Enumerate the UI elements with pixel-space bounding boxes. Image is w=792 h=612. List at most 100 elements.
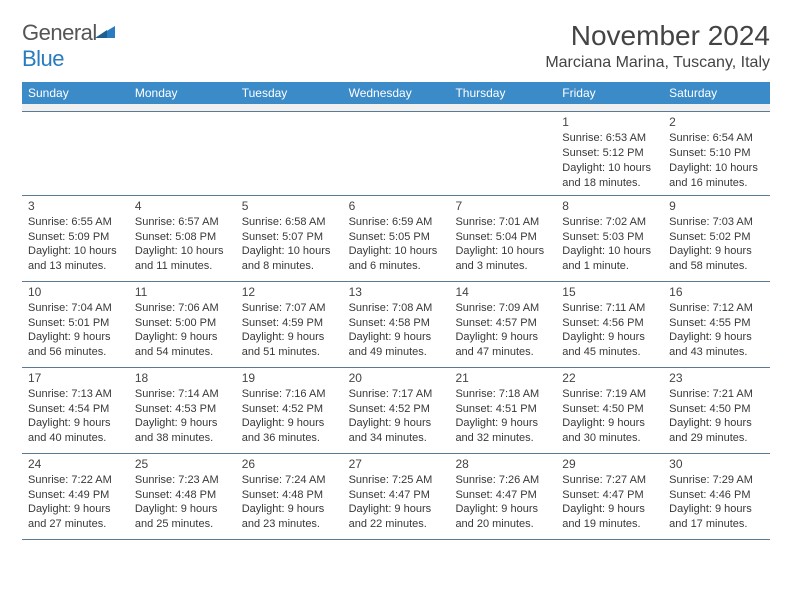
day-number: 13 xyxy=(349,284,444,300)
day-sunrise: Sunrise: 7:23 AM xyxy=(135,473,230,488)
day-sunset: Sunset: 5:03 PM xyxy=(562,230,657,245)
day-day1: Daylight: 10 hours xyxy=(562,244,657,259)
day-sunset: Sunset: 4:46 PM xyxy=(669,488,764,503)
day-sunrise: Sunrise: 7:25 AM xyxy=(349,473,444,488)
day-number: 7 xyxy=(455,198,550,214)
day-day2: and 13 minutes. xyxy=(28,259,123,274)
title-block: November 2024 Marciana Marina, Tuscany, … xyxy=(545,20,770,72)
day-sunset: Sunset: 4:52 PM xyxy=(349,402,444,417)
day-day1: Daylight: 10 hours xyxy=(135,244,230,259)
location-text: Marciana Marina, Tuscany, Italy xyxy=(545,54,770,72)
day-sunset: Sunset: 4:49 PM xyxy=(28,488,123,503)
day-sunset: Sunset: 5:02 PM xyxy=(669,230,764,245)
day-day1: Daylight: 9 hours xyxy=(28,330,123,345)
day-sunset: Sunset: 4:48 PM xyxy=(135,488,230,503)
day-day1: Daylight: 10 hours xyxy=(562,161,657,176)
day-day1: Daylight: 9 hours xyxy=(455,330,550,345)
calendar: SundayMondayTuesdayWednesdayThursdayFrid… xyxy=(22,82,770,540)
day-sunrise: Sunrise: 7:07 AM xyxy=(242,301,337,316)
day-number: 27 xyxy=(349,456,444,472)
day-sunrise: Sunrise: 6:53 AM xyxy=(562,131,657,146)
day-sunrise: Sunrise: 6:58 AM xyxy=(242,215,337,230)
day-day2: and 43 minutes. xyxy=(669,345,764,360)
day-sunrise: Sunrise: 7:17 AM xyxy=(349,387,444,402)
day-number: 26 xyxy=(242,456,337,472)
day-day2: and 29 minutes. xyxy=(669,431,764,446)
day-number: 5 xyxy=(242,198,337,214)
day-day2: and 11 minutes. xyxy=(135,259,230,274)
day-sunrise: Sunrise: 7:16 AM xyxy=(242,387,337,402)
day-number: 19 xyxy=(242,370,337,386)
day-day2: and 23 minutes. xyxy=(242,517,337,532)
day-cell: 24Sunrise: 7:22 AMSunset: 4:49 PMDayligh… xyxy=(22,454,129,539)
day-cell: 19Sunrise: 7:16 AMSunset: 4:52 PMDayligh… xyxy=(236,368,343,453)
day-cell: 1Sunrise: 6:53 AMSunset: 5:12 PMDaylight… xyxy=(556,112,663,195)
day-sunset: Sunset: 4:47 PM xyxy=(562,488,657,503)
day-sunset: Sunset: 5:07 PM xyxy=(242,230,337,245)
day-cell: 10Sunrise: 7:04 AMSunset: 5:01 PMDayligh… xyxy=(22,282,129,367)
day-day1: Daylight: 9 hours xyxy=(135,330,230,345)
weeks-container: 1Sunrise: 6:53 AMSunset: 5:12 PMDaylight… xyxy=(22,112,770,540)
day-day1: Daylight: 9 hours xyxy=(669,502,764,517)
day-cell: 15Sunrise: 7:11 AMSunset: 4:56 PMDayligh… xyxy=(556,282,663,367)
day-cell: 30Sunrise: 7:29 AMSunset: 4:46 PMDayligh… xyxy=(663,454,770,539)
day-day1: Daylight: 9 hours xyxy=(28,416,123,431)
day-cell: 22Sunrise: 7:19 AMSunset: 4:50 PMDayligh… xyxy=(556,368,663,453)
day-sunrise: Sunrise: 7:08 AM xyxy=(349,301,444,316)
day-day2: and 47 minutes. xyxy=(455,345,550,360)
day-cell: 28Sunrise: 7:26 AMSunset: 4:47 PMDayligh… xyxy=(449,454,556,539)
day-cell: 8Sunrise: 7:02 AMSunset: 5:03 PMDaylight… xyxy=(556,196,663,281)
day-sunrise: Sunrise: 7:13 AM xyxy=(28,387,123,402)
day-number: 25 xyxy=(135,456,230,472)
day-day2: and 3 minutes. xyxy=(455,259,550,274)
day-day1: Daylight: 9 hours xyxy=(242,502,337,517)
day-sunset: Sunset: 5:05 PM xyxy=(349,230,444,245)
day-day2: and 40 minutes. xyxy=(28,431,123,446)
day-number: 22 xyxy=(562,370,657,386)
day-day2: and 56 minutes. xyxy=(28,345,123,360)
day-day2: and 38 minutes. xyxy=(135,431,230,446)
day-sunset: Sunset: 4:48 PM xyxy=(242,488,337,503)
day-sunset: Sunset: 4:50 PM xyxy=(669,402,764,417)
day-cell: 23Sunrise: 7:21 AMSunset: 4:50 PMDayligh… xyxy=(663,368,770,453)
day-number: 12 xyxy=(242,284,337,300)
day-number: 28 xyxy=(455,456,550,472)
day-sunrise: Sunrise: 7:04 AM xyxy=(28,301,123,316)
day-cell: 13Sunrise: 7:08 AMSunset: 4:58 PMDayligh… xyxy=(343,282,450,367)
day-cell: 12Sunrise: 7:07 AMSunset: 4:59 PMDayligh… xyxy=(236,282,343,367)
day-day2: and 16 minutes. xyxy=(669,176,764,191)
day-number: 4 xyxy=(135,198,230,214)
day-sunset: Sunset: 5:00 PM xyxy=(135,316,230,331)
logo-triangle-icon xyxy=(95,24,115,45)
day-number: 18 xyxy=(135,370,230,386)
day-cell: 11Sunrise: 7:06 AMSunset: 5:00 PMDayligh… xyxy=(129,282,236,367)
day-day1: Daylight: 9 hours xyxy=(562,502,657,517)
day-day1: Daylight: 10 hours xyxy=(349,244,444,259)
day-day1: Daylight: 9 hours xyxy=(242,416,337,431)
day-day2: and 20 minutes. xyxy=(455,517,550,532)
day-sunset: Sunset: 4:50 PM xyxy=(562,402,657,417)
day-day2: and 18 minutes. xyxy=(562,176,657,191)
day-day2: and 32 minutes. xyxy=(455,431,550,446)
day-cell: 16Sunrise: 7:12 AMSunset: 4:55 PMDayligh… xyxy=(663,282,770,367)
week-row: 1Sunrise: 6:53 AMSunset: 5:12 PMDaylight… xyxy=(22,112,770,196)
day-sunset: Sunset: 4:47 PM xyxy=(455,488,550,503)
day-day2: and 17 minutes. xyxy=(669,517,764,532)
day-number: 1 xyxy=(562,114,657,130)
day-sunset: Sunset: 5:04 PM xyxy=(455,230,550,245)
day-sunset: Sunset: 5:01 PM xyxy=(28,316,123,331)
day-cell xyxy=(449,112,556,195)
day-day1: Daylight: 9 hours xyxy=(349,330,444,345)
day-sunrise: Sunrise: 7:01 AM xyxy=(455,215,550,230)
day-number: 11 xyxy=(135,284,230,300)
day-day1: Daylight: 9 hours xyxy=(669,330,764,345)
day-day2: and 36 minutes. xyxy=(242,431,337,446)
day-day2: and 22 minutes. xyxy=(349,517,444,532)
day-sunrise: Sunrise: 6:57 AM xyxy=(135,215,230,230)
day-sunrise: Sunrise: 6:54 AM xyxy=(669,131,764,146)
day-number: 21 xyxy=(455,370,550,386)
logo-text-general: General xyxy=(22,20,97,45)
day-day1: Daylight: 9 hours xyxy=(562,330,657,345)
day-sunrise: Sunrise: 7:12 AM xyxy=(669,301,764,316)
day-day2: and 6 minutes. xyxy=(349,259,444,274)
